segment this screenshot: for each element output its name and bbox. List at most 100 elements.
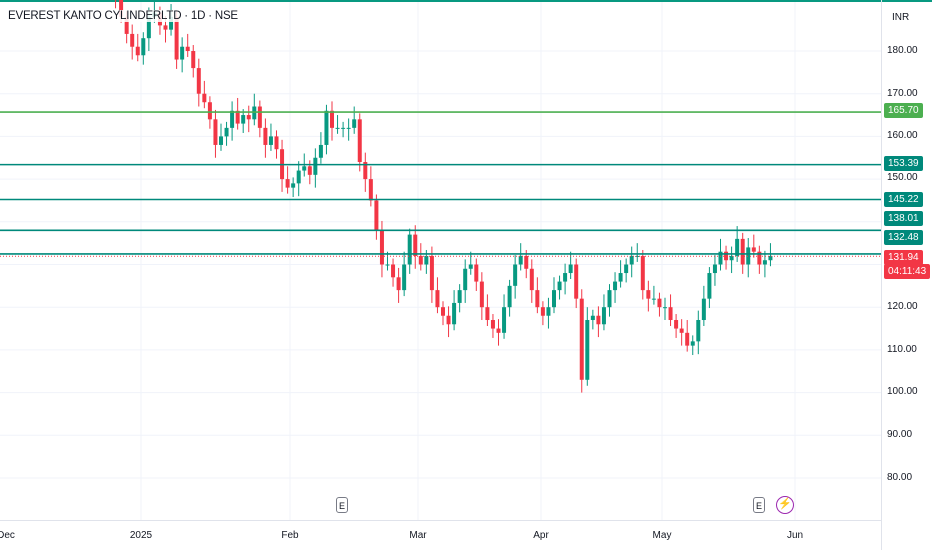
candle-body: [735, 238, 740, 256]
y-tick-label: 110.00: [887, 344, 917, 355]
level-badge: 138.01: [884, 211, 923, 226]
candle-body: [268, 136, 273, 145]
candle-body: [624, 264, 629, 274]
candle-body: [613, 281, 618, 291]
candle-body: [441, 307, 445, 316]
candle-body: [124, 16, 129, 34]
lightning-icon[interactable]: ⚡: [776, 496, 794, 514]
y-tick-label: 100.00: [887, 386, 918, 397]
candle-body: [374, 200, 379, 231]
candle-body: [651, 298, 656, 300]
candle-body: [407, 234, 412, 265]
candle-body: [257, 106, 262, 128]
candle-body: [540, 307, 545, 316]
candle-body: [330, 110, 334, 128]
candle-body: [313, 157, 318, 175]
candle-body: [429, 255, 434, 291]
candle-body: [568, 264, 573, 274]
level-badge: 132.48: [884, 230, 923, 245]
candle-body: [729, 255, 734, 261]
candle-body: [696, 320, 701, 342]
candle-body: [185, 46, 190, 51]
candle-body: [424, 255, 429, 265]
candle-body: [274, 136, 279, 150]
candle-body: [130, 33, 135, 47]
time-axis-divider: [0, 520, 881, 521]
candle-body: [202, 93, 207, 103]
candle-body: [563, 273, 568, 282]
candle-body: [146, 16, 151, 39]
candle-body: [579, 298, 584, 380]
candle-body: [513, 264, 518, 286]
candle-body: [357, 119, 362, 163]
candle-body: [712, 264, 717, 274]
price-grid: [0, 0, 881, 520]
candle-body: [546, 307, 551, 316]
x-tick-label: Mar: [409, 530, 427, 541]
x-tick-label: 2025: [129, 530, 153, 541]
y-tick-label: 170.00: [887, 88, 918, 99]
candle-body: [230, 110, 235, 128]
x-tick-label: Feb: [281, 530, 299, 541]
candle-body: [196, 68, 201, 94]
candle-body: [252, 106, 257, 120]
candle-body: [246, 115, 251, 120]
candle-body: [574, 264, 579, 299]
candle-body: [751, 247, 756, 252]
horizontal-levels: [0, 111, 881, 255]
candle-body: [618, 273, 623, 282]
candle-body: [285, 179, 290, 188]
candle-body: [557, 281, 562, 291]
candle-body: [363, 162, 368, 180]
x-tick-label: May: [652, 530, 672, 541]
y-tick-label: 150.00: [887, 172, 918, 183]
candle-body: [601, 307, 606, 325]
candle-body: [690, 341, 695, 346]
y-tick-label: 160.00: [887, 130, 918, 141]
candle-body: [646, 290, 651, 299]
candle-body: [418, 255, 423, 265]
candle-body: [446, 315, 451, 325]
candle-body: [324, 110, 329, 145]
candle-body: [629, 255, 634, 265]
candle-body: [163, 25, 168, 30]
earnings-event-icon[interactable]: E: [336, 497, 348, 513]
candle-body: [235, 110, 240, 124]
candle-body: [757, 251, 762, 265]
candle-body: [141, 38, 146, 56]
candle-body: [524, 255, 529, 269]
candle-body: [335, 127, 340, 129]
candle-body: [535, 290, 540, 308]
candle-body: [707, 273, 712, 299]
candle-body: [302, 166, 307, 171]
candle-body: [213, 119, 218, 145]
candle-body: [474, 264, 479, 282]
symbol-title[interactable]: EVEREST KANTO CYLINDERLTD · 1D · NSE: [6, 10, 240, 22]
earnings-event-icon[interactable]: E: [753, 497, 765, 513]
candle-body: [352, 119, 357, 128]
candle-body: [657, 298, 662, 308]
candle-body: [518, 255, 523, 265]
y-tick-label: 90.00: [887, 429, 913, 440]
candle-body: [191, 51, 196, 69]
candle-body: [391, 264, 396, 278]
y-tick-label: 80.00: [887, 472, 913, 483]
candle-body: [596, 315, 601, 325]
y-tick-label: 120.00: [887, 301, 918, 312]
candle-body: [640, 255, 645, 291]
candle-body: [507, 285, 512, 308]
y-tick-label: 180.00: [887, 45, 918, 56]
currency-label[interactable]: INR: [892, 12, 910, 23]
candle-body: [307, 166, 312, 175]
price-axis-divider: [881, 0, 882, 550]
level-badge: 145.22: [884, 192, 923, 207]
candle-body: [768, 255, 773, 261]
candle-body: [529, 268, 534, 291]
candle-body: [607, 290, 612, 308]
candles: [115, 0, 773, 393]
candle-body: [552, 290, 556, 308]
candle-body: [318, 144, 323, 158]
candle-body: [296, 170, 301, 184]
candle-body: [674, 320, 679, 329]
